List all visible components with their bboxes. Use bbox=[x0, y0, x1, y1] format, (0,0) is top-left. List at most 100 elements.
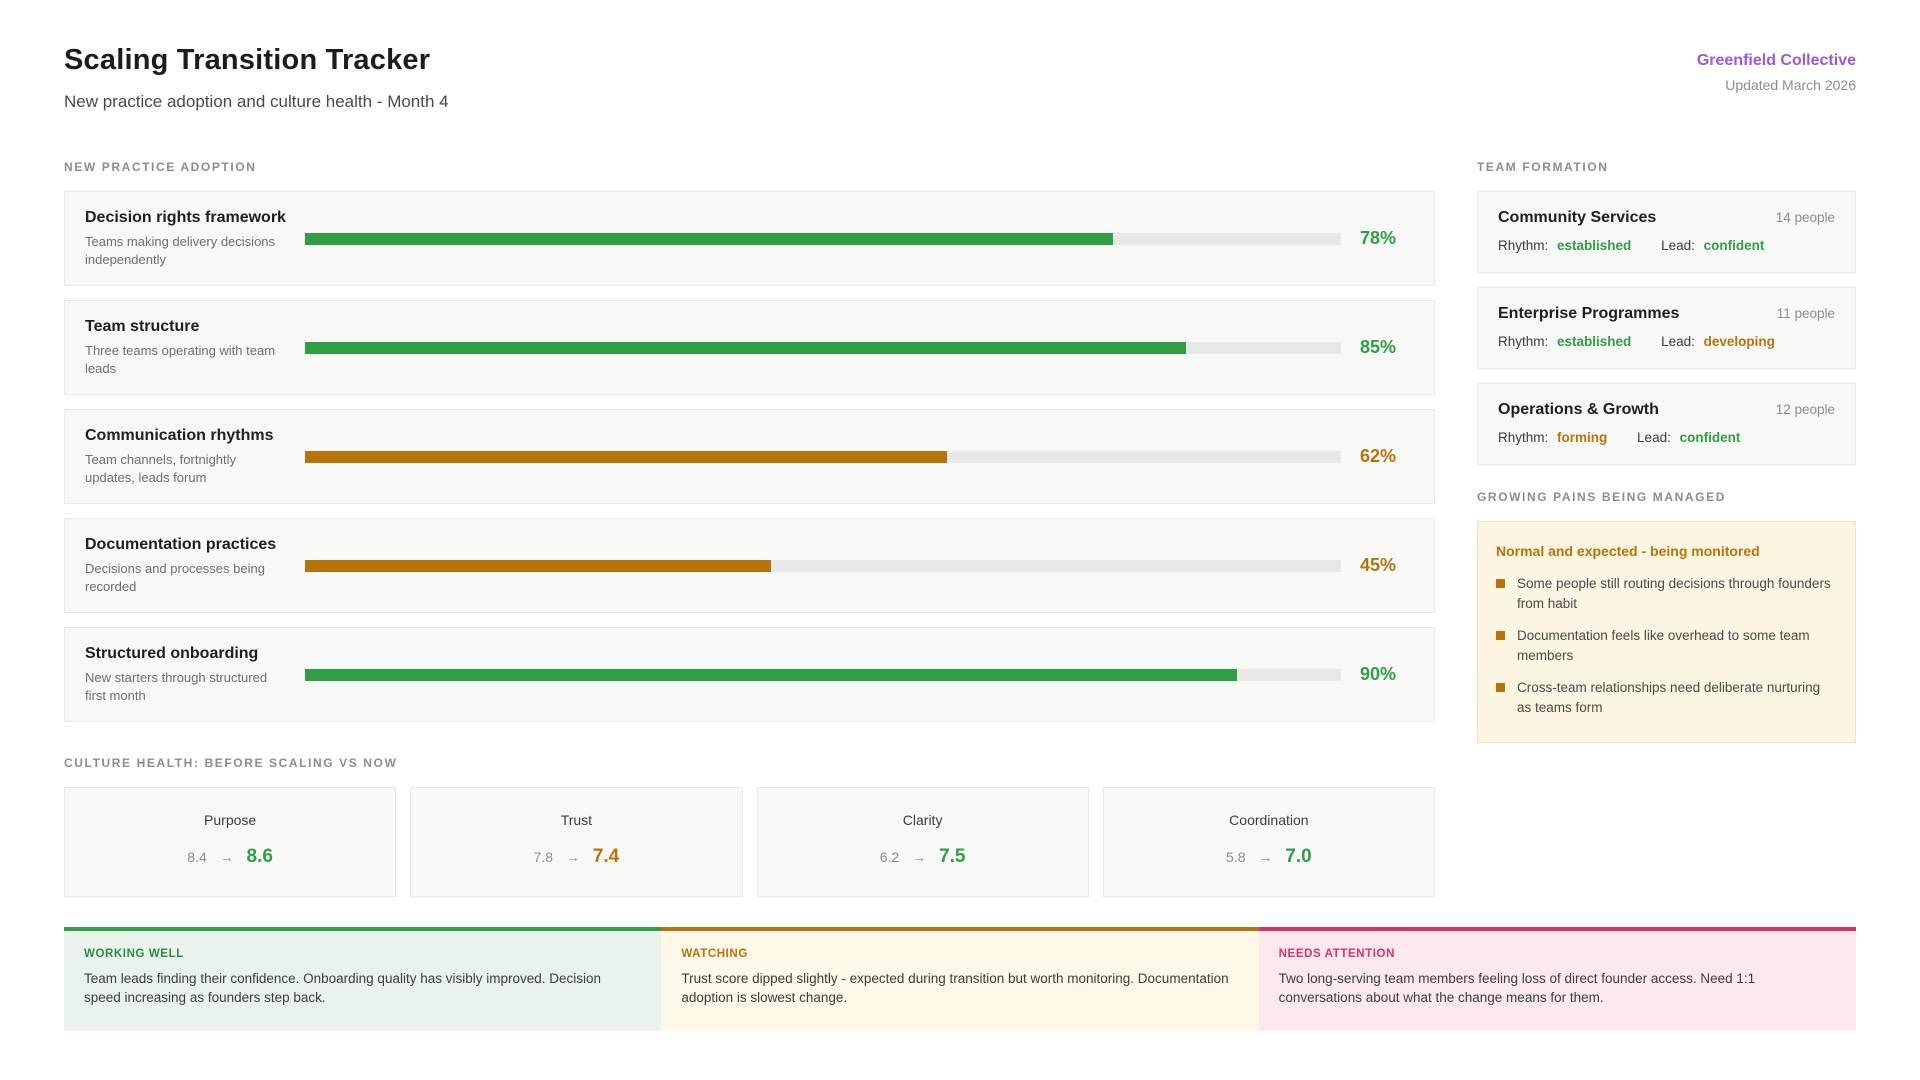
team-size: 14 people bbox=[1775, 210, 1835, 225]
rhythm-label: Rhythm: bbox=[1498, 334, 1549, 349]
practice-card-communication-rhythms: Communication rhythms Team channels, for… bbox=[64, 409, 1435, 504]
team-meta: Rhythm: forming Lead: confident bbox=[1498, 430, 1835, 445]
section-label-growing-pains: GROWING PAINS BEING MANAGED bbox=[1477, 490, 1726, 504]
practice-text: Communication rhythms Team channels, for… bbox=[85, 426, 297, 487]
footer-panel-text: Trust score dipped slightly - expected d… bbox=[681, 971, 1229, 1005]
team-card-header: Community Services 14 people bbox=[1498, 209, 1835, 227]
page-title: Scaling Transition Tracker bbox=[64, 44, 431, 76]
culture-metric-label: Trust bbox=[560, 812, 593, 828]
progress-bar-track bbox=[305, 232, 1341, 245]
main-content: NEW PRACTICE ADOPTION Decision rights fr… bbox=[64, 160, 1856, 897]
rhythm-label: Rhythm: bbox=[1498, 238, 1549, 253]
culture-metric-values: 6.2 → 7.5 bbox=[768, 846, 1078, 868]
practice-text: Structured onboarding New starters throu… bbox=[85, 644, 297, 705]
arrow-right-icon: → bbox=[219, 849, 234, 865]
right-column: TEAM FORMATION Community Services 14 peo… bbox=[1477, 160, 1856, 897]
updated-date: Updated March 2026 bbox=[1725, 77, 1856, 93]
header-right: Greenfield Collective Updated March 2026 bbox=[1697, 44, 1856, 93]
progress-bar-fill bbox=[305, 559, 772, 572]
progress-bar-fill bbox=[305, 341, 1186, 354]
team-name: Enterprise Programmes bbox=[1498, 305, 1680, 322]
progress-value: 78% bbox=[1360, 228, 1397, 248]
practice-card-structured-onboarding: Structured onboarding New starters throu… bbox=[64, 627, 1435, 722]
growing-pains-box: Normal and expected - being monitored So… bbox=[1477, 521, 1856, 743]
team-name: Operations & Growth bbox=[1498, 401, 1659, 418]
culture-metrics-row: Purpose 8.4 → 8.6 Trust 7.8 → 7.4 bbox=[64, 787, 1435, 897]
team-name: Community Services bbox=[1498, 209, 1657, 226]
lead-label: Lead: bbox=[1637, 430, 1671, 445]
progress-bar-track bbox=[305, 559, 1341, 572]
footer-panel-text: Team leads finding their confidence. Onb… bbox=[84, 971, 602, 1005]
footer-panel-label: WATCHING bbox=[681, 948, 748, 960]
rhythm-value: established bbox=[1557, 334, 1632, 349]
practice-text: Team structure Three teams operating wit… bbox=[85, 317, 297, 378]
team-card-header: Operations & Growth 12 people bbox=[1498, 401, 1835, 419]
culture-now-value: 7.0 bbox=[1285, 846, 1312, 867]
culture-before-value: 6.2 bbox=[879, 849, 900, 865]
practice-card-team-structure: Team structure Three teams operating wit… bbox=[64, 300, 1435, 395]
pain-text: Some people still routing decisions thro… bbox=[1517, 576, 1831, 611]
org-name-link[interactable]: Greenfield Collective bbox=[1696, 52, 1856, 69]
page-header: Scaling Transition Tracker New practice … bbox=[64, 44, 1856, 112]
bullet-square-icon bbox=[1496, 631, 1505, 640]
section-label-culture: CULTURE HEALTH: BEFORE SCALING VS NOW bbox=[64, 756, 398, 770]
page-subtitle: New practice adoption and culture health… bbox=[64, 92, 449, 111]
practice-title: Decision rights framework bbox=[85, 209, 286, 226]
culture-card-coordination: Coordination 5.8 → 7.0 bbox=[1102, 787, 1435, 897]
culture-metric-label: Clarity bbox=[902, 812, 943, 828]
lead-value: developing bbox=[1703, 334, 1775, 349]
team-card-community-services: Community Services 14 people Rhythm: est… bbox=[1477, 191, 1856, 273]
footer-panel-text: Two long-serving team members feeling lo… bbox=[1278, 971, 1756, 1005]
culture-metric-values: 8.4 → 8.6 bbox=[75, 846, 385, 868]
pain-text: Documentation feels like overhead to som… bbox=[1517, 628, 1810, 663]
growing-pains-section: GROWING PAINS BEING MANAGED Normal and e… bbox=[1477, 490, 1856, 743]
lead-label: Lead: bbox=[1661, 238, 1695, 253]
status-footer: WORKING WELL Team leads finding their co… bbox=[64, 927, 1856, 1031]
culture-before-value: 8.4 bbox=[187, 849, 207, 865]
team-meta: Rhythm: established Lead: confident bbox=[1498, 238, 1835, 253]
rhythm-label: Rhythm: bbox=[1498, 430, 1549, 445]
practice-title: Structured onboarding bbox=[85, 645, 259, 662]
team-meta: Rhythm: established Lead: developing bbox=[1498, 334, 1835, 349]
culture-card-clarity: Clarity 6.2 → 7.5 bbox=[756, 787, 1089, 897]
team-card-enterprise-programmes: Enterprise Programmes 11 people Rhythm: … bbox=[1477, 287, 1856, 369]
team-size: 12 people bbox=[1775, 402, 1835, 417]
progress-value: 85% bbox=[1360, 337, 1397, 357]
culture-before-value: 7.8 bbox=[533, 849, 553, 865]
practice-desc: Decisions and processes being recorded bbox=[85, 561, 265, 594]
practice-text: Decision rights framework Teams making d… bbox=[85, 208, 297, 269]
culture-card-purpose: Purpose 8.4 → 8.6 bbox=[64, 787, 397, 897]
culture-card-trust: Trust 7.8 → 7.4 bbox=[410, 787, 743, 897]
lead-label: Lead: bbox=[1661, 334, 1695, 349]
header-left: Scaling Transition Tracker New practice … bbox=[64, 44, 449, 112]
practice-title: Communication rhythms bbox=[85, 427, 274, 444]
culture-metric-values: 5.8 → 7.0 bbox=[1114, 846, 1424, 868]
team-card-operations-growth: Operations & Growth 12 people Rhythm: fo… bbox=[1477, 383, 1856, 465]
practice-card-documentation-practices: Documentation practices Decisions and pr… bbox=[64, 518, 1435, 613]
lead-value: confident bbox=[1703, 238, 1765, 253]
progress-bar-track bbox=[305, 341, 1341, 354]
progress-value: 90% bbox=[1360, 664, 1397, 684]
pain-item: Some people still routing decisions thro… bbox=[1496, 574, 1837, 614]
bullet-square-icon bbox=[1496, 683, 1505, 692]
footer-panel-working-well: WORKING WELL Team leads finding their co… bbox=[64, 927, 662, 1031]
rhythm-value: forming bbox=[1557, 430, 1608, 445]
arrow-right-icon: → bbox=[565, 849, 580, 865]
growing-pains-heading: Normal and expected - being monitored bbox=[1496, 543, 1760, 559]
footer-panel-label: WORKING WELL bbox=[84, 948, 184, 960]
culture-now-value: 7.5 bbox=[939, 846, 966, 867]
culture-health-section: CULTURE HEALTH: BEFORE SCALING VS NOW Pu… bbox=[64, 756, 1435, 897]
rhythm-value: established bbox=[1557, 238, 1632, 253]
practice-desc: Three teams operating with team leads bbox=[85, 343, 276, 376]
practice-title: Documentation practices bbox=[85, 536, 277, 553]
practice-desc: New starters through structured first mo… bbox=[85, 670, 268, 703]
practice-desc: Teams making delivery decisions independ… bbox=[85, 234, 276, 267]
progress-bar-fill bbox=[305, 450, 948, 463]
footer-panel-watching: WATCHING Trust score dipped slightly - e… bbox=[661, 927, 1259, 1031]
culture-before-value: 5.8 bbox=[1226, 849, 1246, 865]
pain-text: Cross-team relationships need deliberate… bbox=[1517, 680, 1821, 715]
footer-panel-needs-attention: NEEDS ATTENTION Two long-serving team me… bbox=[1258, 927, 1856, 1031]
section-label-team-formation: TEAM FORMATION bbox=[1477, 160, 1609, 174]
progress-bar-fill bbox=[305, 668, 1238, 681]
